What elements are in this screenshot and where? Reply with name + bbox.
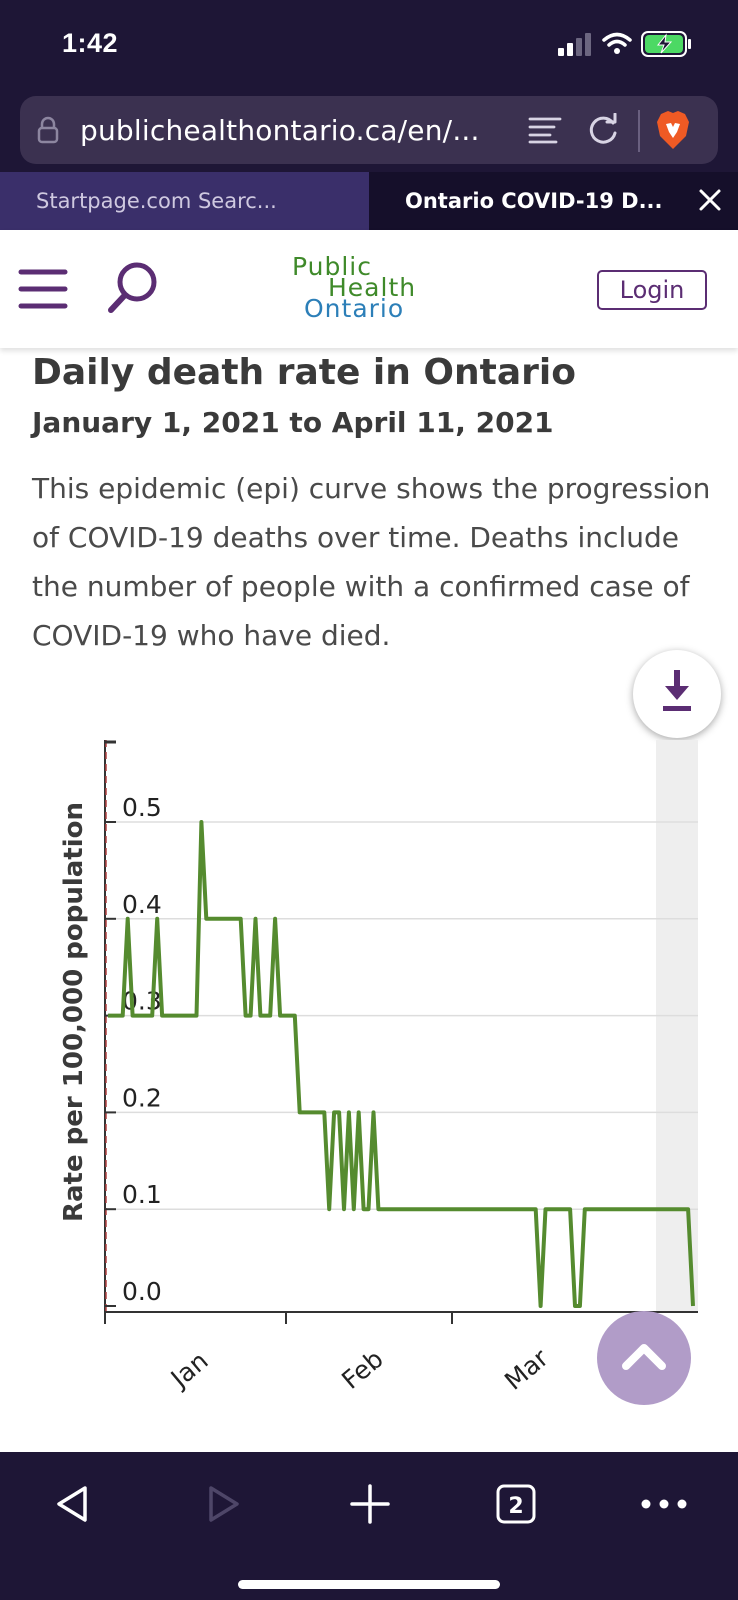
hamburger-menu-icon[interactable] — [18, 268, 68, 310]
y-tick-label: 0.2 — [122, 1083, 162, 1112]
death-rate-chart: Jan Feb Mar 0.0 0.1 0.2 0.3 0.4 0.5 Rate per 10… — [0, 740, 738, 1452]
lock-icon — [37, 116, 59, 144]
address-bar[interactable]: publichealthontario.ca/en/... — [20, 96, 718, 164]
tab-strip: Startpage.com Searc... Ontario COVID-19 … — [0, 172, 738, 230]
page-title: Daily death rate in Ontario — [32, 352, 576, 393]
logo-line-health: Health — [328, 273, 417, 302]
tab-ontario-covid[interactable]: Ontario COVID-19 D... — [369, 172, 738, 230]
site-header: Public Health Ontario Login — [0, 230, 738, 348]
brave-shield-icon[interactable] — [656, 110, 690, 150]
y-tick-label: 0.4 — [122, 890, 162, 919]
scroll-to-top-button[interactable] — [597, 1311, 691, 1405]
status-time: 1:42 — [62, 28, 119, 58]
chart-description: This epidemic (epi) curve shows the prog… — [32, 472, 711, 652]
browser-toolbar: publichealthontario.ca/en/... — [0, 90, 738, 172]
search-icon[interactable] — [106, 260, 160, 314]
new-tab-plus-icon[interactable] — [342, 1476, 398, 1532]
y-tick-label: 0.1 — [122, 1180, 162, 1209]
shaded-region — [656, 740, 698, 1312]
cellular-signal-icon — [558, 33, 591, 56]
tabs-counter-icon[interactable]: 2 — [488, 1476, 544, 1532]
forward-icon[interactable] — [195, 1476, 251, 1532]
home-indicator — [238, 1580, 500, 1589]
y-tick-label: 0.3 — [122, 987, 162, 1016]
page-subtitle: January 1, 2021 to April 11, 2021 — [32, 406, 554, 439]
y-tick-label: 0.0 — [122, 1277, 162, 1306]
series-line-death-rate — [108, 820, 695, 1308]
status-icons — [558, 31, 691, 57]
logo-line-ontario: Ontario — [304, 294, 405, 323]
download-button[interactable] — [633, 650, 721, 738]
wifi-icon — [602, 32, 632, 54]
logo-line-public: Public — [292, 252, 372, 281]
status-bar: 1:42 — [0, 0, 738, 90]
reader-mode-icon[interactable] — [528, 116, 562, 144]
back-icon[interactable] — [45, 1476, 101, 1532]
tab-startpage[interactable]: Startpage.com Searc... — [0, 172, 369, 230]
reload-icon[interactable] — [586, 113, 620, 147]
address-bar-divider — [638, 110, 640, 152]
public-health-ontario-logo[interactable]: Public Health Ontario — [292, 252, 442, 326]
x-tick-label: Feb — [336, 1344, 389, 1395]
login-button[interactable]: Login — [597, 270, 707, 310]
y-axis-label: Rate per 100,000 population — [59, 802, 89, 1222]
chevron-up-icon — [622, 1344, 666, 1370]
url-text[interactable]: publichealthontario.ca/en/... — [80, 114, 480, 147]
tab-label: Ontario COVID-19 D... — [405, 189, 663, 213]
tab-count: 2 — [508, 1494, 523, 1519]
battery-charging-icon — [641, 31, 691, 57]
more-options-icon[interactable] — [636, 1476, 692, 1532]
line-chart: Jan Feb Mar 0.0 0.1 0.2 0.3 0.4 0.5 Rate per 10… — [59, 740, 698, 1396]
close-icon[interactable] — [694, 184, 726, 216]
y-tick-label: 0.5 — [122, 793, 162, 822]
download-icon — [663, 670, 691, 711]
x-tick-label: Mar — [499, 1343, 554, 1396]
x-tick-label: Jan — [164, 1346, 214, 1394]
browser-bottom-toolbar: 2 — [0, 1452, 738, 1600]
